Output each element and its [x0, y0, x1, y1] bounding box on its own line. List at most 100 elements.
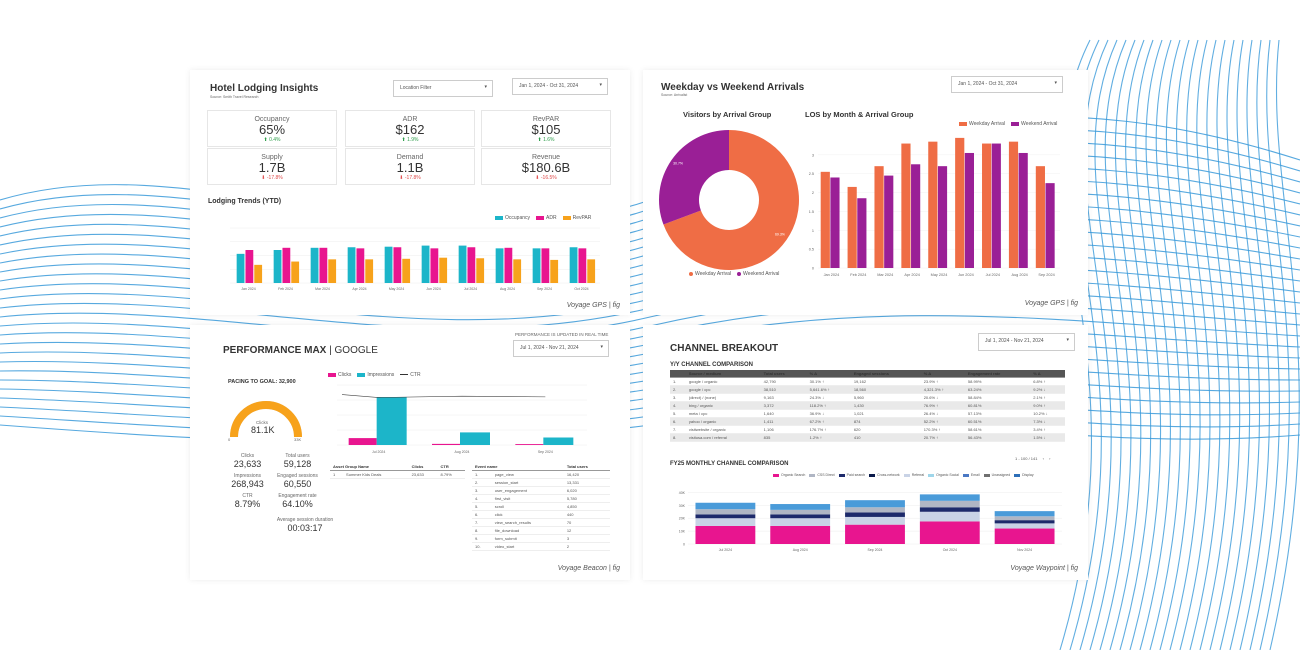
table-header[interactable]: Total users: [760, 370, 807, 378]
table-row[interactable]: 4. first_visit 5,780: [472, 494, 610, 503]
table-row[interactable]: 6. yahoo / organic 1,411 67.2% ↑ 874 52.2% ↑ 6…: [670, 417, 1065, 426]
date-range-dropdown[interactable]: Jul 1, 2024 - Nov 21, 2024 ▾: [513, 340, 609, 357]
chevron-left-icon[interactable]: ‹: [1042, 456, 1044, 461]
table-row[interactable]: 3. user_engagement 6,020: [472, 486, 610, 495]
table-cell: 1.: [472, 470, 492, 479]
bar-weekend: [911, 164, 921, 268]
bar-weekday: [955, 137, 965, 268]
events-table-wrap: Event name Total users 1. page_view 16,420 2…: [472, 463, 610, 551]
wave-line: [1249, 39, 1280, 650]
table-header[interactable]: CTR: [437, 463, 465, 471]
page-title: Hotel Lodging Insights: [210, 83, 319, 94]
bar-revpar: [476, 258, 485, 283]
table-cell: 3.: [670, 393, 686, 402]
legend-label: Organic Search: [781, 473, 806, 477]
date-range-dropdown[interactable]: Jul 1, 2024 - Nov 21, 2024 ▾: [978, 333, 1075, 351]
location-filter-dropdown[interactable]: Location Filter ▾: [393, 80, 493, 97]
x-tick-label: Aug 2024: [1012, 273, 1028, 277]
chevron-down-icon: ▾: [599, 82, 602, 88]
table-cell: click: [491, 510, 564, 519]
chevron-right-icon[interactable]: ›: [1049, 456, 1051, 461]
table-cell: 5,641.6% ↑: [806, 385, 851, 394]
wave-line: [1139, 39, 1171, 650]
bar-revpar: [402, 258, 411, 283]
table-row[interactable]: 1. google / organic 42,790 30.1% ↑ 19,162 23.…: [670, 377, 1065, 386]
table-cell: 24.3% ↓: [806, 393, 851, 402]
table-row[interactable]: 4. bing / organic 3,372 118.2% ↑ 1,430 76.9% …: [670, 401, 1065, 410]
table-row[interactable]: 2. google / cpc 38,510 5,641.6% ↑ 18,560 4,32…: [670, 385, 1065, 394]
x-tick-label: Jan 2024: [241, 287, 255, 291]
bar-occupancy: [236, 253, 245, 283]
table-header[interactable]: Engagement rate: [964, 370, 1031, 378]
table-cell: 1,640: [760, 409, 807, 418]
arrow-up-icon: ⬆: [537, 137, 544, 143]
gauge-fill: [230, 401, 302, 438]
wave-line: [1089, 39, 1122, 650]
wave-line: [1119, 39, 1152, 650]
table-row[interactable]: 5. scroll 4,850: [472, 502, 610, 511]
table-row[interactable]: 1 Summer Kids Deals 23,633 8.79%: [330, 470, 465, 479]
bar-revpar: [254, 264, 263, 283]
legend-item: Unassigned: [983, 473, 1010, 477]
table-row[interactable]: 7. view_search_results 70: [472, 518, 610, 527]
x-tick-label: Aug 2024: [793, 548, 808, 552]
metric-block: Engagement rate 64.10%: [275, 493, 320, 509]
table-header[interactable]: Event name: [472, 463, 564, 471]
metric-value: 64.10%: [282, 499, 313, 509]
table-row[interactable]: 8. visitusa.com / referral 835 1.2% ↑ 410 20.…: [670, 433, 1065, 442]
brand-logo: Voyage GPS | fig: [1024, 300, 1078, 307]
stack-segment: [919, 494, 980, 501]
bar-adr: [282, 247, 291, 283]
table-header[interactable]: Clicks: [408, 463, 438, 471]
table-header[interactable]: [670, 370, 686, 378]
table-cell: visitwebsite / organic: [685, 425, 761, 434]
table-cell: 2.1% ↑: [1030, 393, 1065, 402]
table-row[interactable]: 3. (direct) / (none) 9,163 24.3% ↓ 5,960 20.6…: [670, 393, 1065, 402]
table-row[interactable]: 8. file_download 12: [472, 526, 610, 535]
wave-line: [1179, 39, 1211, 650]
table-row[interactable]: 7. visitwebsite / organic 1,106 176.7% ↑ 620…: [670, 425, 1065, 434]
table-row[interactable]: 1. page_view 16,420: [472, 470, 610, 479]
table-row[interactable]: 5. meta / cpc 1,640 36.9% ↓ 1,021 26.4% ↓ 57.1…: [670, 409, 1065, 418]
date-range-label: Jan 1, 2024 - Oct 31, 2024: [958, 81, 1018, 87]
bar-adr: [245, 250, 254, 283]
table-cell: 1,430: [850, 401, 921, 410]
table-cell: 1,021: [850, 409, 921, 418]
kpi-change-value: 0.4%: [269, 137, 281, 143]
arrow-down-icon: ⬇: [261, 175, 267, 181]
table-header[interactable]: % Δ: [920, 370, 965, 378]
kpi-value: 65%: [258, 122, 286, 137]
table-cell: 8.: [472, 526, 492, 535]
table-header[interactable]: % Δ: [806, 370, 851, 378]
kpi-card: Demand 1.1B ⬇ -17.8%: [345, 148, 475, 185]
table-row[interactable]: 9. form_submit 3: [472, 534, 610, 543]
perf-combo-chart: Jul 2024 Aug 2024 Sep 2024: [337, 384, 587, 454]
table-row[interactable]: 2. session_start 13,331: [472, 478, 610, 487]
table-header[interactable]: Engaged sessions: [850, 370, 921, 378]
table-row[interactable]: 6. click 440: [472, 510, 610, 519]
wave-line: [1129, 39, 1162, 650]
bar-revpar: [328, 259, 337, 283]
table-cell: 1,106: [760, 425, 807, 434]
table-header[interactable]: Asset Group Name: [330, 463, 409, 471]
page-subtitle: Source: Arrivalist: [661, 93, 688, 97]
table-cell: 23,633: [408, 470, 438, 479]
table-header[interactable]: Source / medium: [685, 370, 761, 378]
table-cell: 60.81%: [964, 401, 1031, 410]
title-sub: GOOGLE: [334, 345, 378, 356]
kpi-value: 1.7B: [258, 160, 286, 175]
table-row[interactable]: 10. video_start 2: [472, 542, 610, 551]
date-range-dropdown[interactable]: Jan 1, 2024 - Oct 31, 2024 ▾: [951, 76, 1063, 93]
date-range-label: Jan 1, 2024 - Oct 31, 2024: [519, 83, 579, 89]
pager-label: 1 - 100 / 141: [1015, 456, 1038, 461]
table-pager[interactable]: 1 - 100 / 141 ‹ ›: [1015, 456, 1050, 461]
table-header[interactable]: Total users: [563, 463, 610, 471]
arrow-down-icon: ⬇: [399, 175, 405, 181]
stack-segment: [770, 504, 831, 510]
table-cell: Summer Kids Deals: [343, 470, 409, 479]
wave-line: [1209, 39, 1241, 650]
table-cell: 16,420: [563, 470, 610, 479]
metric-label: CTR: [242, 493, 253, 499]
date-range-dropdown[interactable]: Jan 1, 2024 - Oct 31, 2024 ▾: [512, 78, 608, 95]
table-header[interactable]: % Δ: [1030, 370, 1065, 378]
